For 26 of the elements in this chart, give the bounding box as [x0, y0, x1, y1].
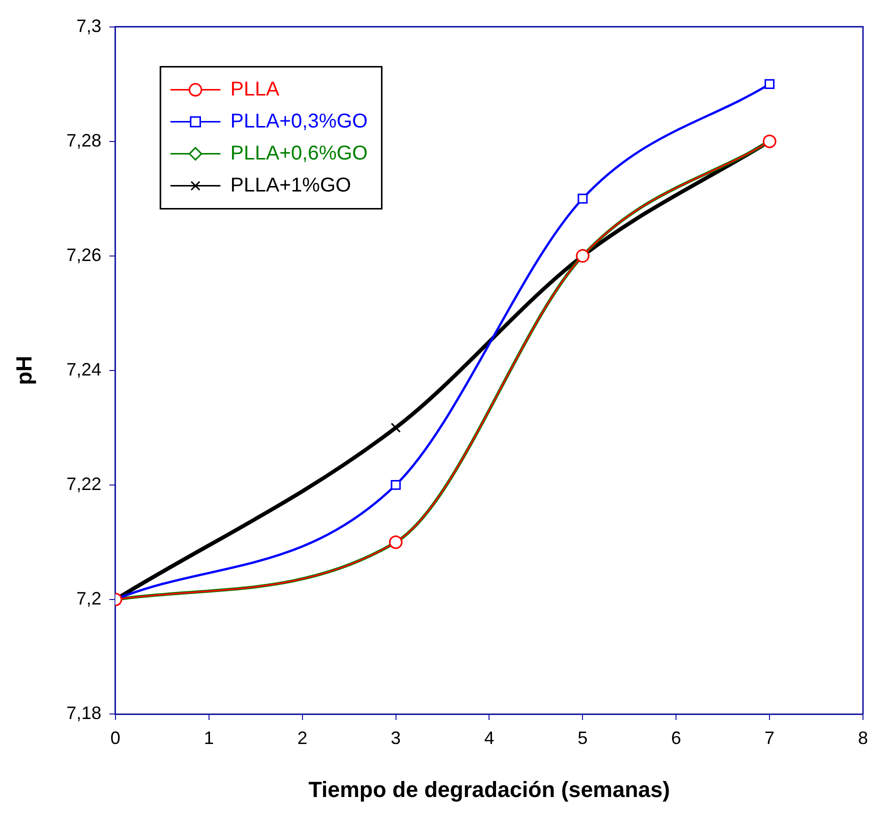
y-tick-label: 7,28 [66, 130, 102, 150]
y-tick-label: 7,24 [66, 359, 102, 380]
x-tick-label: 8 [858, 728, 868, 748]
point [390, 480, 401, 490]
y-tick-label: 7,2 [76, 588, 102, 608]
x-tick-label: 4 [484, 728, 494, 748]
legend-label: PLLA+1%GO [230, 174, 352, 196]
y-tick-label: 7,22 [66, 474, 102, 494]
x-tick-label: 0 [110, 728, 120, 748]
y-axis-title: pH [11, 356, 36, 386]
y-tick-label: 7,18 [66, 702, 102, 723]
legend-label: PLLA+0,3%GO [230, 110, 368, 132]
point [390, 422, 401, 433]
x-axis-title: Tiempo de degradación (semanas) [308, 776, 670, 802]
x-tick-label: 7 [764, 728, 775, 748]
x-tick-label: 5 [578, 728, 588, 748]
x-tick-label: 2 [297, 728, 308, 748]
x-tick-label: 6 [671, 728, 682, 748]
point [578, 194, 588, 204]
x-tick-label: 3 [390, 728, 401, 748]
y-tick-label: 7,3 [76, 16, 102, 36]
legend-label: PLLA [230, 78, 280, 100]
point [764, 79, 775, 90]
legend-label: PLLA+0,6%GO [230, 142, 368, 164]
x-tick-label: 1 [204, 728, 214, 748]
y-tick-label: 7,26 [66, 244, 102, 265]
